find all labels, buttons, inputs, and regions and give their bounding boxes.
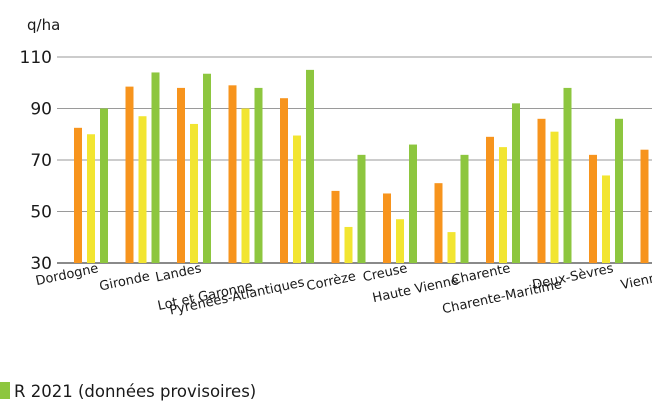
bar-3-9: [563, 87, 572, 264]
y-tick-label: 90: [30, 100, 52, 120]
bar-2-5: [344, 226, 353, 263]
x-tick-label: Deux-Sèvres: [531, 261, 615, 293]
bar-1-5: [331, 190, 340, 263]
y-tick-label: 110: [20, 48, 52, 68]
x-tick-label: Creuse: [362, 261, 409, 285]
bar-3-3: [254, 87, 263, 264]
legend-label: R 2021 (données provisoires): [14, 382, 257, 401]
bar-3-0: [100, 108, 108, 263]
x-tick-label: Gironde: [98, 269, 151, 294]
x-tick-label: Landes: [154, 261, 203, 285]
y-axis-label: q/ha: [27, 16, 61, 34]
bar-3-4: [306, 69, 314, 263]
bar-1-1: [125, 86, 134, 263]
bar-2-10: [602, 175, 610, 263]
legend: R 2021 (données provisoires): [0, 382, 256, 401]
bar-2-9: [550, 131, 559, 263]
bar-3-2: [203, 73, 211, 263]
bar-2-8: [499, 147, 507, 263]
x-tick-label: Charente: [450, 261, 512, 288]
bar-2-0: [87, 134, 95, 263]
bar-3-7: [460, 154, 469, 263]
bar-1-6: [383, 193, 391, 263]
bar-3-10: [615, 118, 623, 263]
bar-3-1: [151, 72, 160, 263]
bar-1-7: [434, 183, 443, 263]
bar-3-8: [512, 103, 520, 263]
bar-3-6: [409, 144, 417, 263]
bar-1-8: [486, 136, 494, 263]
bar-2-7: [447, 232, 456, 263]
bar-3-5: [357, 154, 366, 263]
bar-1-3: [228, 85, 237, 263]
bar-2-6: [396, 219, 404, 263]
x-tick-label: Corrèze: [305, 269, 357, 294]
bar-1-9: [537, 118, 546, 263]
bar-2-3: [241, 108, 250, 263]
legend-swatch: [0, 382, 10, 399]
bar-2-4: [293, 135, 301, 263]
bar-1-4: [280, 98, 288, 263]
bar-1-10: [589, 154, 597, 263]
bar-1-11: [640, 149, 649, 263]
x-tick-label: Vienne: [619, 269, 652, 293]
bar-2-2: [190, 123, 198, 263]
y-tick-label: 30: [30, 254, 52, 274]
y-tick-label: 70: [30, 151, 52, 171]
bar-1-2: [177, 87, 185, 264]
y-tick-label: 50: [30, 203, 52, 223]
bar-1-0: [74, 127, 82, 263]
bar-2-1: [138, 116, 147, 263]
